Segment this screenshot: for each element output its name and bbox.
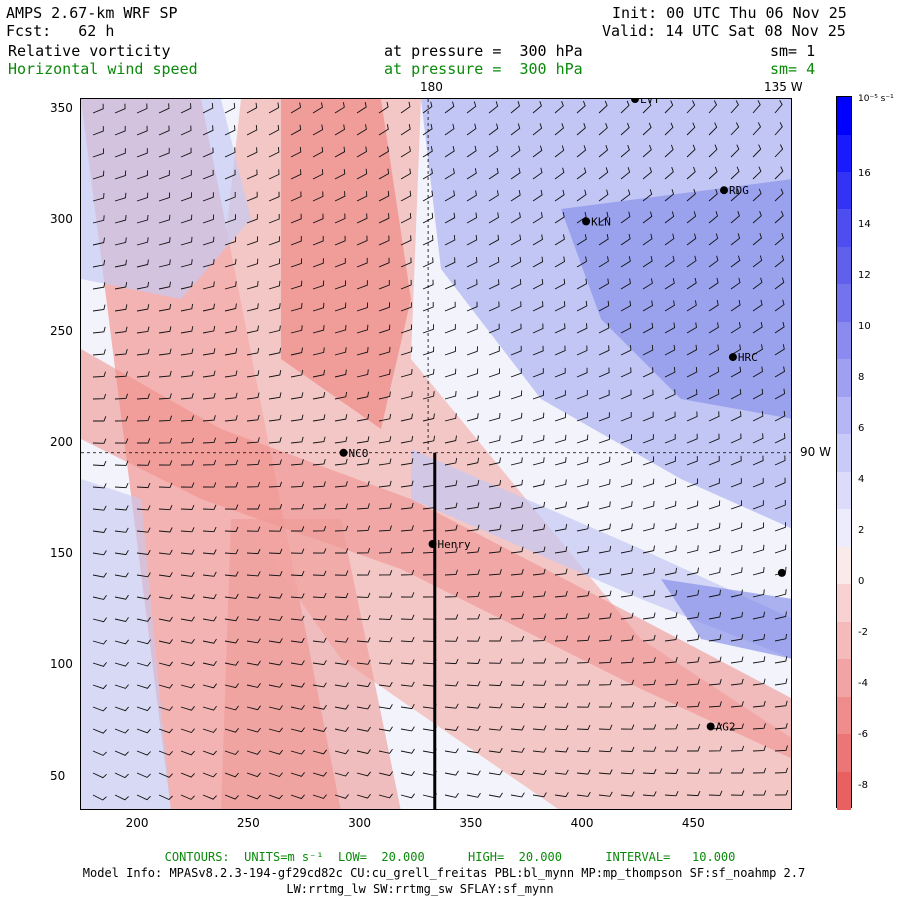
station-marker (428, 540, 437, 548)
colorbar-tick-label: -6 (858, 729, 868, 740)
colorbar-segment (837, 659, 851, 698)
station-marker (777, 568, 786, 577)
vorticity-map: LVT RDG KLN HRC NCO Henry AG2 (81, 99, 791, 809)
colorbar-tick-label: 6 (858, 423, 865, 434)
colorbar-segment (837, 209, 851, 248)
colorbar-segment (837, 621, 851, 660)
station-label: LVT (640, 99, 660, 106)
model-info: Model Info: MPASv8.2.3-194-gf29cd82c CU:… (82, 866, 806, 880)
vorticity-band (281, 99, 411, 429)
field2-level: at pressure = 300 hPa (384, 60, 583, 78)
colorbar-segment (837, 321, 851, 360)
station-marker (728, 353, 737, 362)
colorbar-segment (837, 509, 851, 548)
station-label: Henry (438, 538, 471, 551)
station-marker (706, 722, 715, 731)
station-marker (631, 99, 640, 103)
colorbar-tick-label: -2 (858, 627, 868, 638)
field2-name: Horizontal wind speed (8, 60, 198, 78)
y-tick-label: 100 (50, 657, 73, 672)
y-tick-label: 150 (50, 546, 73, 561)
colorbar-segment (837, 97, 851, 135)
wind-barbs (92, 99, 789, 801)
station-label: RDG (729, 184, 749, 197)
field1-name: Relative vorticity (8, 42, 171, 60)
colorbar-segment (837, 396, 851, 435)
model-title: AMPS 2.67-km WRF SP (6, 4, 178, 22)
station-label: NCO (349, 447, 369, 460)
colorbar-segment (837, 771, 851, 810)
colorbar-segment (837, 584, 851, 623)
meridian-label-135w: 135 W (764, 80, 803, 94)
x-tick-label: 250 (236, 816, 260, 830)
colorbar-segment (837, 246, 851, 285)
station-marker (582, 217, 591, 226)
meridian-label-180: 180 (420, 80, 443, 94)
x-tick-label: 400 (570, 816, 594, 830)
colorbar-tick-label: 10 (858, 321, 871, 332)
vorticity-map-panel: LVT RDG KLN HRC NCO Henry AG2 (80, 98, 792, 810)
vorticity-band (221, 519, 401, 809)
colorbar-tick-label: -4 (858, 678, 868, 689)
y-tick-label: 350 (50, 101, 73, 116)
station-marker (720, 186, 729, 195)
colorbar-segment (837, 471, 851, 510)
field2-smoothing: sm= 4 (770, 60, 816, 78)
colorbar-tick-label: 0 (858, 576, 865, 587)
colorbar-tick-label: 8 (858, 372, 865, 383)
valid-time: Valid: 14 UTC Sat 08 Nov 25 (602, 22, 846, 40)
colorbar-segment (837, 546, 851, 585)
y-tick-label: 200 (50, 434, 73, 449)
y-tick-label: 50 (50, 768, 66, 783)
vorticity-band (661, 579, 791, 659)
station-label: KLN (591, 215, 611, 228)
colorbar-segment (837, 359, 851, 398)
station-label: AG2 (716, 720, 736, 733)
colorbar-segment (837, 134, 851, 173)
colorbar-tick-label: 12 (858, 270, 871, 281)
contour-info: CONTOURS: UNITS=m s⁻¹ LOW= 20.000 HIGH= … (164, 850, 736, 864)
field1-level: at pressure = 300 hPa (384, 42, 583, 60)
colorbar-tick-label: 16 (858, 168, 871, 179)
station-label: HRC (738, 351, 758, 364)
colorbar-tick-label: 2 (858, 525, 865, 536)
x-tick-label: 200 (125, 816, 149, 830)
x-tick-label: 350 (459, 816, 483, 830)
colorbar-segment (837, 284, 851, 323)
colorbar-units: 10⁻⁵ s⁻¹ (858, 94, 894, 104)
colorbar-segment (837, 696, 851, 735)
forecast-hour: Fcst: 62 h (6, 22, 115, 40)
colorbar (836, 96, 852, 810)
colorbar-segment (837, 434, 851, 473)
colorbar-tick-label: 14 (858, 219, 871, 230)
field1-smoothing: sm= 1 (770, 42, 816, 60)
colorbar-tick-label: -8 (858, 780, 868, 791)
colorbar-tick-label: 4 (858, 474, 865, 485)
y-tick-label: 300 (50, 212, 73, 227)
meridian-label-90w: 90 W (800, 445, 831, 459)
x-tick-label: 450 (681, 816, 705, 830)
model-info-physics: LW:rrtmg_lw SW:rrtmg_sw SFLAY:sf_mynn (286, 882, 554, 896)
init-time: Init: 00 UTC Thu 06 Nov 25 (612, 4, 847, 22)
y-tick-label: 250 (50, 323, 73, 338)
colorbar-segment (837, 734, 851, 773)
station-marker (339, 448, 348, 457)
x-tick-label: 300 (348, 816, 372, 830)
colorbar-segment (837, 171, 851, 210)
